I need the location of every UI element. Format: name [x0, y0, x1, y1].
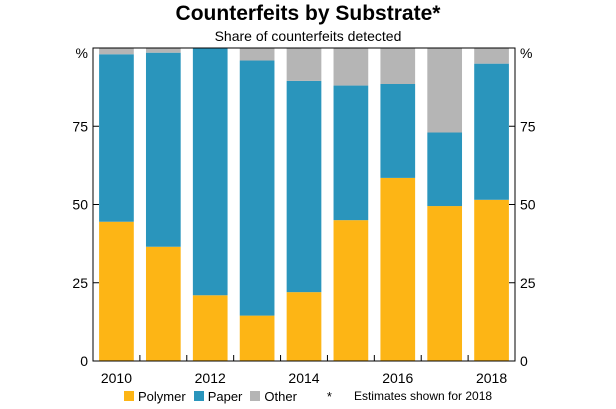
x-tick-label-2014: 2014	[288, 370, 319, 386]
bar-other-2010	[99, 48, 134, 55]
bar-paper-2016	[380, 84, 416, 178]
legend-label-paper: Paper	[207, 388, 243, 404]
bar-paper-2018	[474, 63, 509, 200]
legend-swatch-paper	[193, 391, 204, 401]
y-tick-label-right-25: 25	[520, 275, 536, 291]
footnote-text: Estimates shown for 2018	[353, 389, 493, 403]
y-tick-label-left-25: 25	[72, 275, 88, 291]
bar-other-2013	[239, 48, 275, 61]
x-tick-label-2018: 2018	[476, 370, 507, 386]
x-tick-label-2010: 2010	[101, 370, 132, 386]
y-tick-label-left-50: 50	[72, 197, 88, 213]
chart-legend: Polymer Paper Other * Estimates shown fo…	[124, 388, 492, 404]
bar-paper-2013	[239, 60, 275, 316]
bar-paper-2015	[333, 85, 369, 221]
legend-swatch-other	[250, 391, 261, 401]
legend-label-polymer: Polymer	[138, 388, 186, 404]
bar-polymer-2018	[474, 199, 509, 361]
y-tick-label-right-50: 50	[520, 197, 536, 213]
y-tick-label-left-75: 75	[72, 118, 88, 134]
y-unit-right: %	[520, 45, 532, 61]
bar-paper-2011	[145, 52, 181, 247]
footnote-marker: *	[326, 388, 332, 404]
bar-paper-2014	[286, 80, 322, 293]
bar-polymer-2010	[99, 221, 134, 361]
x-tick-label-2016: 2016	[382, 370, 413, 386]
bar-polymer-2012	[192, 295, 228, 361]
bar-other-2018	[474, 48, 509, 64]
chart-subtitle: Share of counterfeits detected	[214, 28, 402, 44]
legend-item-other: Other	[250, 389, 297, 404]
y-tick-label-right-75: 75	[520, 118, 536, 134]
x-tick-label-2012: 2012	[195, 370, 226, 386]
chart-title: Counterfeits by Substrate*	[175, 2, 441, 25]
bar-paper-2010	[99, 54, 134, 222]
y-tick-label-left-0: 0	[80, 353, 88, 369]
legend-item-paper: Paper	[193, 388, 243, 404]
bar-polymer-2016	[380, 177, 416, 361]
legend-swatch-polymer	[124, 391, 134, 401]
bar-polymer-2011	[145, 246, 181, 361]
bar-other-2017	[427, 48, 463, 133]
bar-polymer-2017	[427, 206, 463, 361]
legend-item-polymer: Polymer	[124, 389, 186, 404]
y-unit-left: %	[76, 45, 88, 61]
chart-footnote: * Estimates shown for 2018	[327, 389, 492, 404]
bar-paper-2017	[427, 132, 463, 207]
bar-paper-2012	[192, 48, 228, 296]
bar-other-2016	[380, 48, 416, 84]
y-tick-label-right-0: 0	[520, 353, 528, 369]
bar-polymer-2015	[333, 220, 369, 361]
bar-polymer-2014	[286, 292, 322, 361]
bar-other-2015	[333, 48, 369, 86]
bar-other-2014	[286, 48, 322, 81]
legend-label-other: Other	[264, 388, 297, 404]
bar-polymer-2013	[239, 315, 275, 361]
bar-other-2011	[145, 48, 181, 53]
